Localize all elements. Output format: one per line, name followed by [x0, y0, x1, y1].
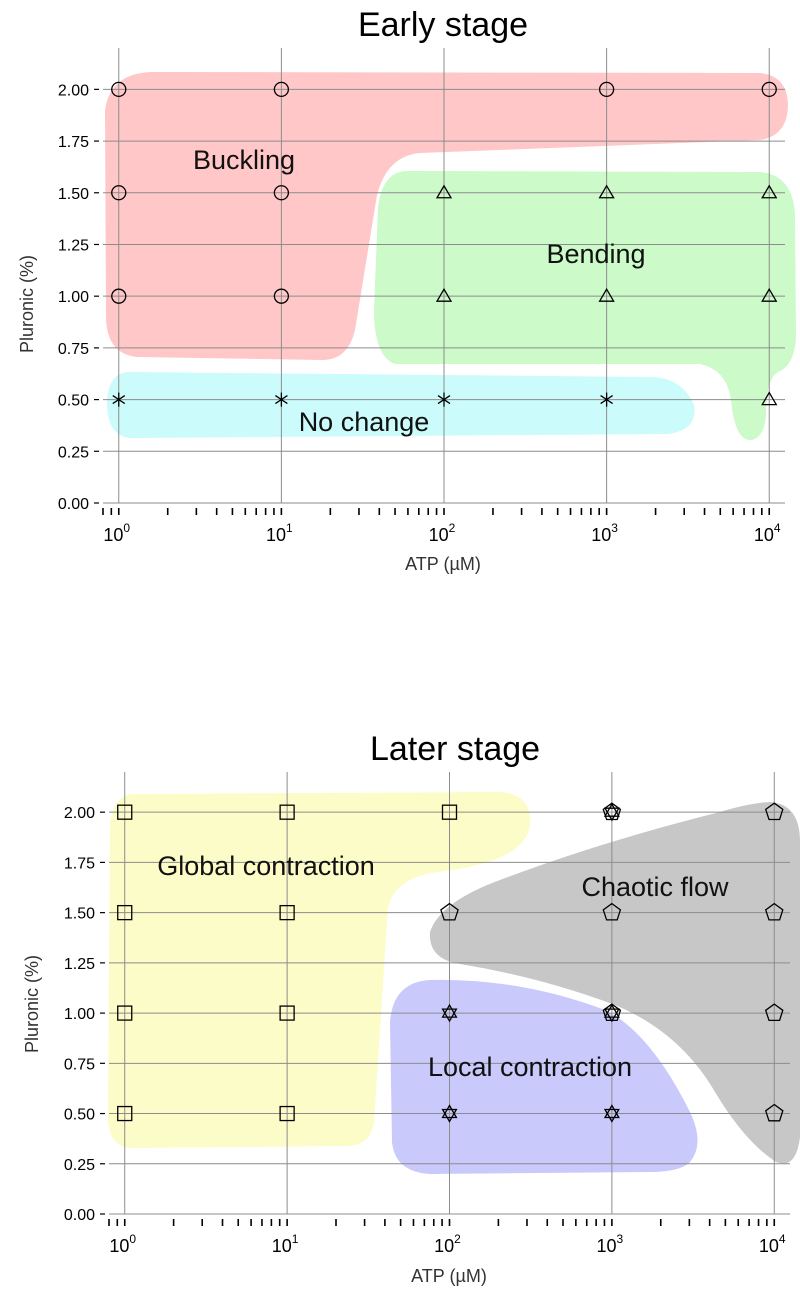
circle-marker [111, 185, 127, 201]
axes: 0.00 0.25 0.50 0.75 1.00 1.25 1.50 1.75 2.00 100 1… [58, 82, 781, 545]
square-marker [117, 1005, 133, 1021]
x-tick-label: 100 [103, 521, 130, 545]
asterisk-marker [275, 392, 288, 407]
triangle-marker [761, 184, 778, 199]
region-labels: Buckling Bending No change [193, 145, 646, 437]
triangle-marker [761, 391, 778, 406]
region-chaotic-flow [429, 802, 800, 1164]
triangle-marker [435, 287, 453, 302]
y-tick-label: 1.00 [58, 289, 89, 306]
y-tick-label: 0.25 [64, 1157, 95, 1174]
circle-marker [273, 185, 290, 201]
later-stage-chart: Later stage Global contraction Chaotic f… [22, 730, 800, 1286]
triangle-marker [435, 184, 453, 199]
y-tick-label: 0.50 [64, 1107, 95, 1124]
data-markers [111, 81, 778, 407]
x-tick-label: 104 [754, 521, 781, 545]
asterisk-marker [112, 392, 126, 407]
pentagon-marker [764, 902, 784, 921]
circle-marker [273, 81, 290, 98]
circle-marker [111, 81, 127, 98]
y-tick-label: 1.25 [58, 237, 89, 254]
y-tick-label: 0.25 [58, 444, 89, 461]
circle-marker [598, 81, 615, 98]
pentagon-marker [602, 902, 622, 921]
x-axis-label: ATP (µM) [411, 1266, 487, 1286]
triangle-marker [761, 287, 778, 302]
region-label-global-contraction: Global contraction [157, 851, 375, 881]
x-tick-label: 103 [597, 1232, 624, 1256]
region-label-local-contraction: Local contraction [428, 1052, 632, 1082]
star-marker [441, 1104, 458, 1123]
square-marker [279, 904, 295, 921]
square-marker [117, 804, 133, 820]
star-marker [441, 1003, 458, 1023]
circle-marker [761, 81, 777, 98]
y-tick-label: 0.50 [58, 393, 89, 410]
pentagon-marker [764, 1003, 784, 1022]
square-marker [279, 1105, 295, 1122]
square-marker [441, 804, 458, 820]
x-tick-label: 101 [272, 1232, 299, 1256]
y-axis-label: Pluronic (%) [22, 955, 42, 1053]
grid-lines [103, 48, 785, 504]
x-tick-label: 102 [429, 521, 456, 545]
square-marker [279, 804, 295, 820]
circle-marker [273, 288, 290, 304]
region-layer [108, 792, 800, 1174]
pentagon-marker [764, 802, 784, 821]
triangle-marker [598, 287, 615, 302]
region-global-contraction [108, 792, 531, 1148]
y-tick-label: 1.00 [64, 1006, 95, 1023]
early-stage-chart: Early stage Buckling Bending No change 0… [17, 6, 796, 574]
grid-lines [109, 772, 790, 1215]
square-marker [117, 904, 133, 921]
pentagon-marker [440, 902, 459, 921]
y-tick-label: 2.00 [58, 82, 89, 99]
x-tick-label: 100 [109, 1232, 136, 1256]
x-tick-label: 101 [266, 521, 293, 545]
y-tick-label: 1.75 [58, 134, 89, 151]
circle-marker [111, 288, 127, 304]
region-label-no-change: No change [299, 407, 430, 437]
asterisk-marker [600, 392, 613, 407]
region-label-buckling: Buckling [193, 145, 295, 175]
y-tick-label: 1.50 [58, 186, 89, 203]
region-local-contraction [390, 979, 698, 1174]
region-label-chaotic-flow: Chaotic flow [581, 872, 729, 902]
pentagon-marker [764, 1103, 784, 1122]
square-marker [279, 1005, 295, 1021]
region-layer [105, 72, 796, 441]
y-tick-label: 0.00 [58, 496, 89, 513]
chart-title: Early stage [358, 6, 528, 44]
y-tick-label: 0.75 [58, 341, 89, 358]
triangle-marker [598, 184, 615, 199]
star-marker [603, 802, 620, 822]
square-marker [117, 1105, 133, 1122]
x-tick-label: 102 [434, 1232, 461, 1256]
y-tick-label: 1.50 [64, 906, 95, 923]
region-bending [374, 171, 796, 441]
chart-title: Later stage [370, 730, 540, 768]
region-buckling [105, 72, 788, 360]
x-axis-label: ATP (µM) [405, 554, 481, 574]
data-markers [117, 802, 784, 1123]
axes: 0.00 0.25 0.50 0.75 1.00 1.25 1.50 1.75 2.00 100 1… [64, 805, 786, 1256]
asterisk-marker [437, 392, 451, 407]
y-tick-label: 2.00 [64, 805, 95, 822]
y-tick-label: 1.25 [64, 956, 95, 973]
y-tick-label: 1.75 [64, 855, 95, 872]
x-tick-label: 104 [759, 1232, 786, 1256]
y-axis-label: Pluronic (%) [17, 255, 37, 353]
star-marker [603, 1104, 620, 1123]
y-tick-label: 0.00 [64, 1207, 95, 1224]
region-no-change [107, 372, 695, 438]
region-label-bending: Bending [546, 239, 645, 269]
x-tick-label: 103 [591, 521, 618, 545]
star-marker [603, 1003, 620, 1023]
region-labels: Global contraction Chaotic flow Local co… [157, 851, 729, 1082]
y-tick-label: 0.75 [64, 1056, 95, 1073]
